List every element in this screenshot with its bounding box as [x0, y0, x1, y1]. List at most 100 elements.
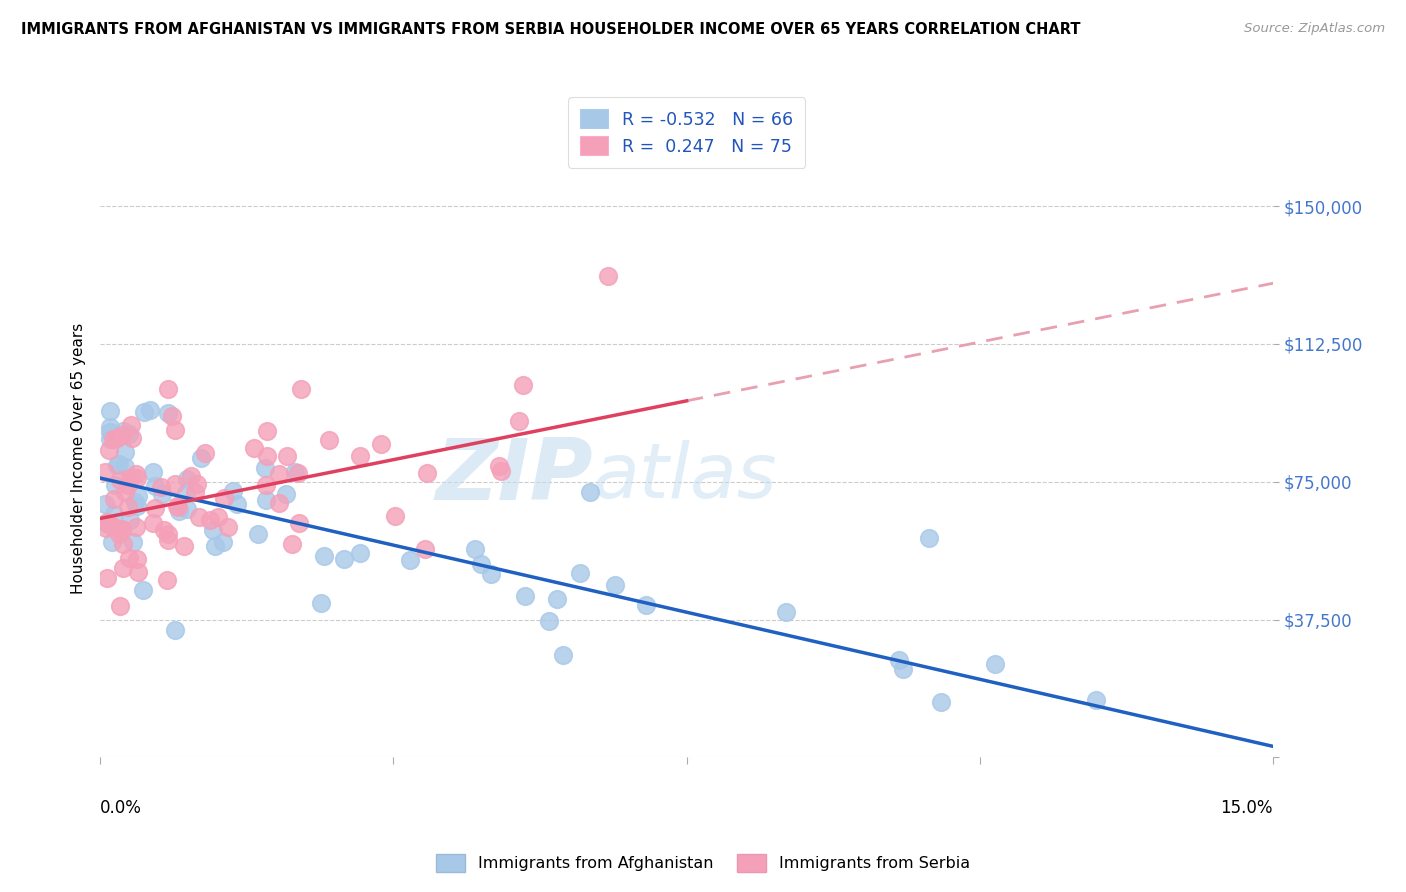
- Point: [118, 427, 141, 442]
- Point: [184, 484, 207, 499]
- Point: [166, 500, 188, 514]
- Point: [166, 500, 188, 514]
- Point: [284, 465, 307, 479]
- Point: [488, 459, 510, 474]
- Point: [157, 533, 180, 547]
- Point: [267, 467, 290, 481]
- Point: [110, 473, 132, 487]
- Point: [174, 485, 197, 500]
- Point: [579, 484, 602, 499]
- Point: [254, 477, 277, 491]
- Point: [108, 527, 131, 541]
- Point: [254, 461, 277, 475]
- Point: [918, 532, 941, 546]
- Point: [152, 523, 174, 537]
- Point: [416, 466, 439, 480]
- Point: [464, 542, 486, 557]
- Point: [134, 405, 156, 419]
- Point: [163, 476, 186, 491]
- Point: [929, 695, 952, 709]
- Point: [309, 596, 332, 610]
- Point: [180, 468, 202, 483]
- Point: [96, 571, 118, 585]
- Point: [470, 557, 492, 571]
- Point: [142, 516, 165, 530]
- Point: [508, 414, 530, 428]
- Point: [120, 471, 142, 485]
- Point: [217, 519, 239, 533]
- Point: [111, 561, 134, 575]
- Point: [107, 431, 129, 445]
- Y-axis label: Householder Income Over 65 years: Householder Income Over 65 years: [72, 323, 86, 594]
- Point: [122, 535, 145, 549]
- Point: [96, 521, 118, 535]
- Point: [121, 417, 143, 432]
- Point: [156, 382, 179, 396]
- Point: [256, 424, 278, 438]
- Point: [242, 441, 264, 455]
- Point: [889, 653, 911, 667]
- Point: [114, 445, 136, 459]
- Point: [150, 487, 173, 501]
- Point: [103, 432, 125, 446]
- Point: [103, 508, 125, 522]
- Point: [222, 483, 245, 498]
- Point: [114, 459, 136, 474]
- Point: [384, 508, 406, 523]
- Text: atlas: atlas: [593, 440, 778, 514]
- Point: [143, 479, 166, 493]
- Point: [188, 509, 211, 524]
- Text: 15.0%: 15.0%: [1220, 799, 1272, 817]
- Point: [276, 450, 298, 464]
- Point: [111, 523, 134, 537]
- Point: [127, 489, 149, 503]
- Text: Source: ZipAtlas.com: Source: ZipAtlas.com: [1244, 22, 1385, 36]
- Point: [537, 614, 560, 628]
- Point: [149, 480, 172, 494]
- Point: [290, 382, 312, 396]
- Point: [413, 541, 436, 556]
- Point: [479, 567, 502, 582]
- Point: [256, 450, 278, 464]
- Point: [370, 437, 392, 451]
- Point: [207, 510, 229, 524]
- Point: [108, 599, 131, 613]
- Point: [101, 519, 124, 533]
- Point: [98, 425, 121, 440]
- Point: [605, 578, 627, 592]
- Point: [111, 522, 134, 536]
- Point: [142, 465, 165, 479]
- Point: [139, 403, 162, 417]
- Point: [132, 582, 155, 597]
- Point: [112, 537, 135, 551]
- Point: [97, 443, 120, 458]
- Point: [127, 551, 149, 566]
- Point: [94, 465, 117, 479]
- Point: [190, 451, 212, 466]
- Point: [186, 476, 208, 491]
- Point: [111, 425, 134, 439]
- Point: [267, 496, 290, 510]
- Point: [94, 516, 117, 530]
- Point: [225, 497, 247, 511]
- Point: [288, 516, 311, 530]
- Point: [399, 553, 422, 567]
- Point: [169, 504, 191, 518]
- Text: ZIP: ZIP: [434, 435, 593, 518]
- Point: [634, 598, 657, 612]
- Point: [111, 428, 134, 442]
- Point: [333, 552, 356, 566]
- Text: IMMIGRANTS FROM AFGHANISTAN VS IMMIGRANTS FROM SERBIA HOUSEHOLDER INCOME OVER 65: IMMIGRANTS FROM AFGHANISTAN VS IMMIGRANT…: [21, 22, 1081, 37]
- Point: [314, 549, 336, 563]
- Point: [96, 516, 118, 530]
- Point: [127, 566, 149, 580]
- Point: [349, 546, 371, 560]
- Point: [104, 478, 127, 492]
- Point: [127, 500, 149, 514]
- Point: [156, 406, 179, 420]
- Point: [98, 420, 121, 434]
- Point: [176, 472, 198, 486]
- Point: [125, 467, 148, 481]
- Point: [118, 551, 141, 566]
- Point: [202, 523, 225, 537]
